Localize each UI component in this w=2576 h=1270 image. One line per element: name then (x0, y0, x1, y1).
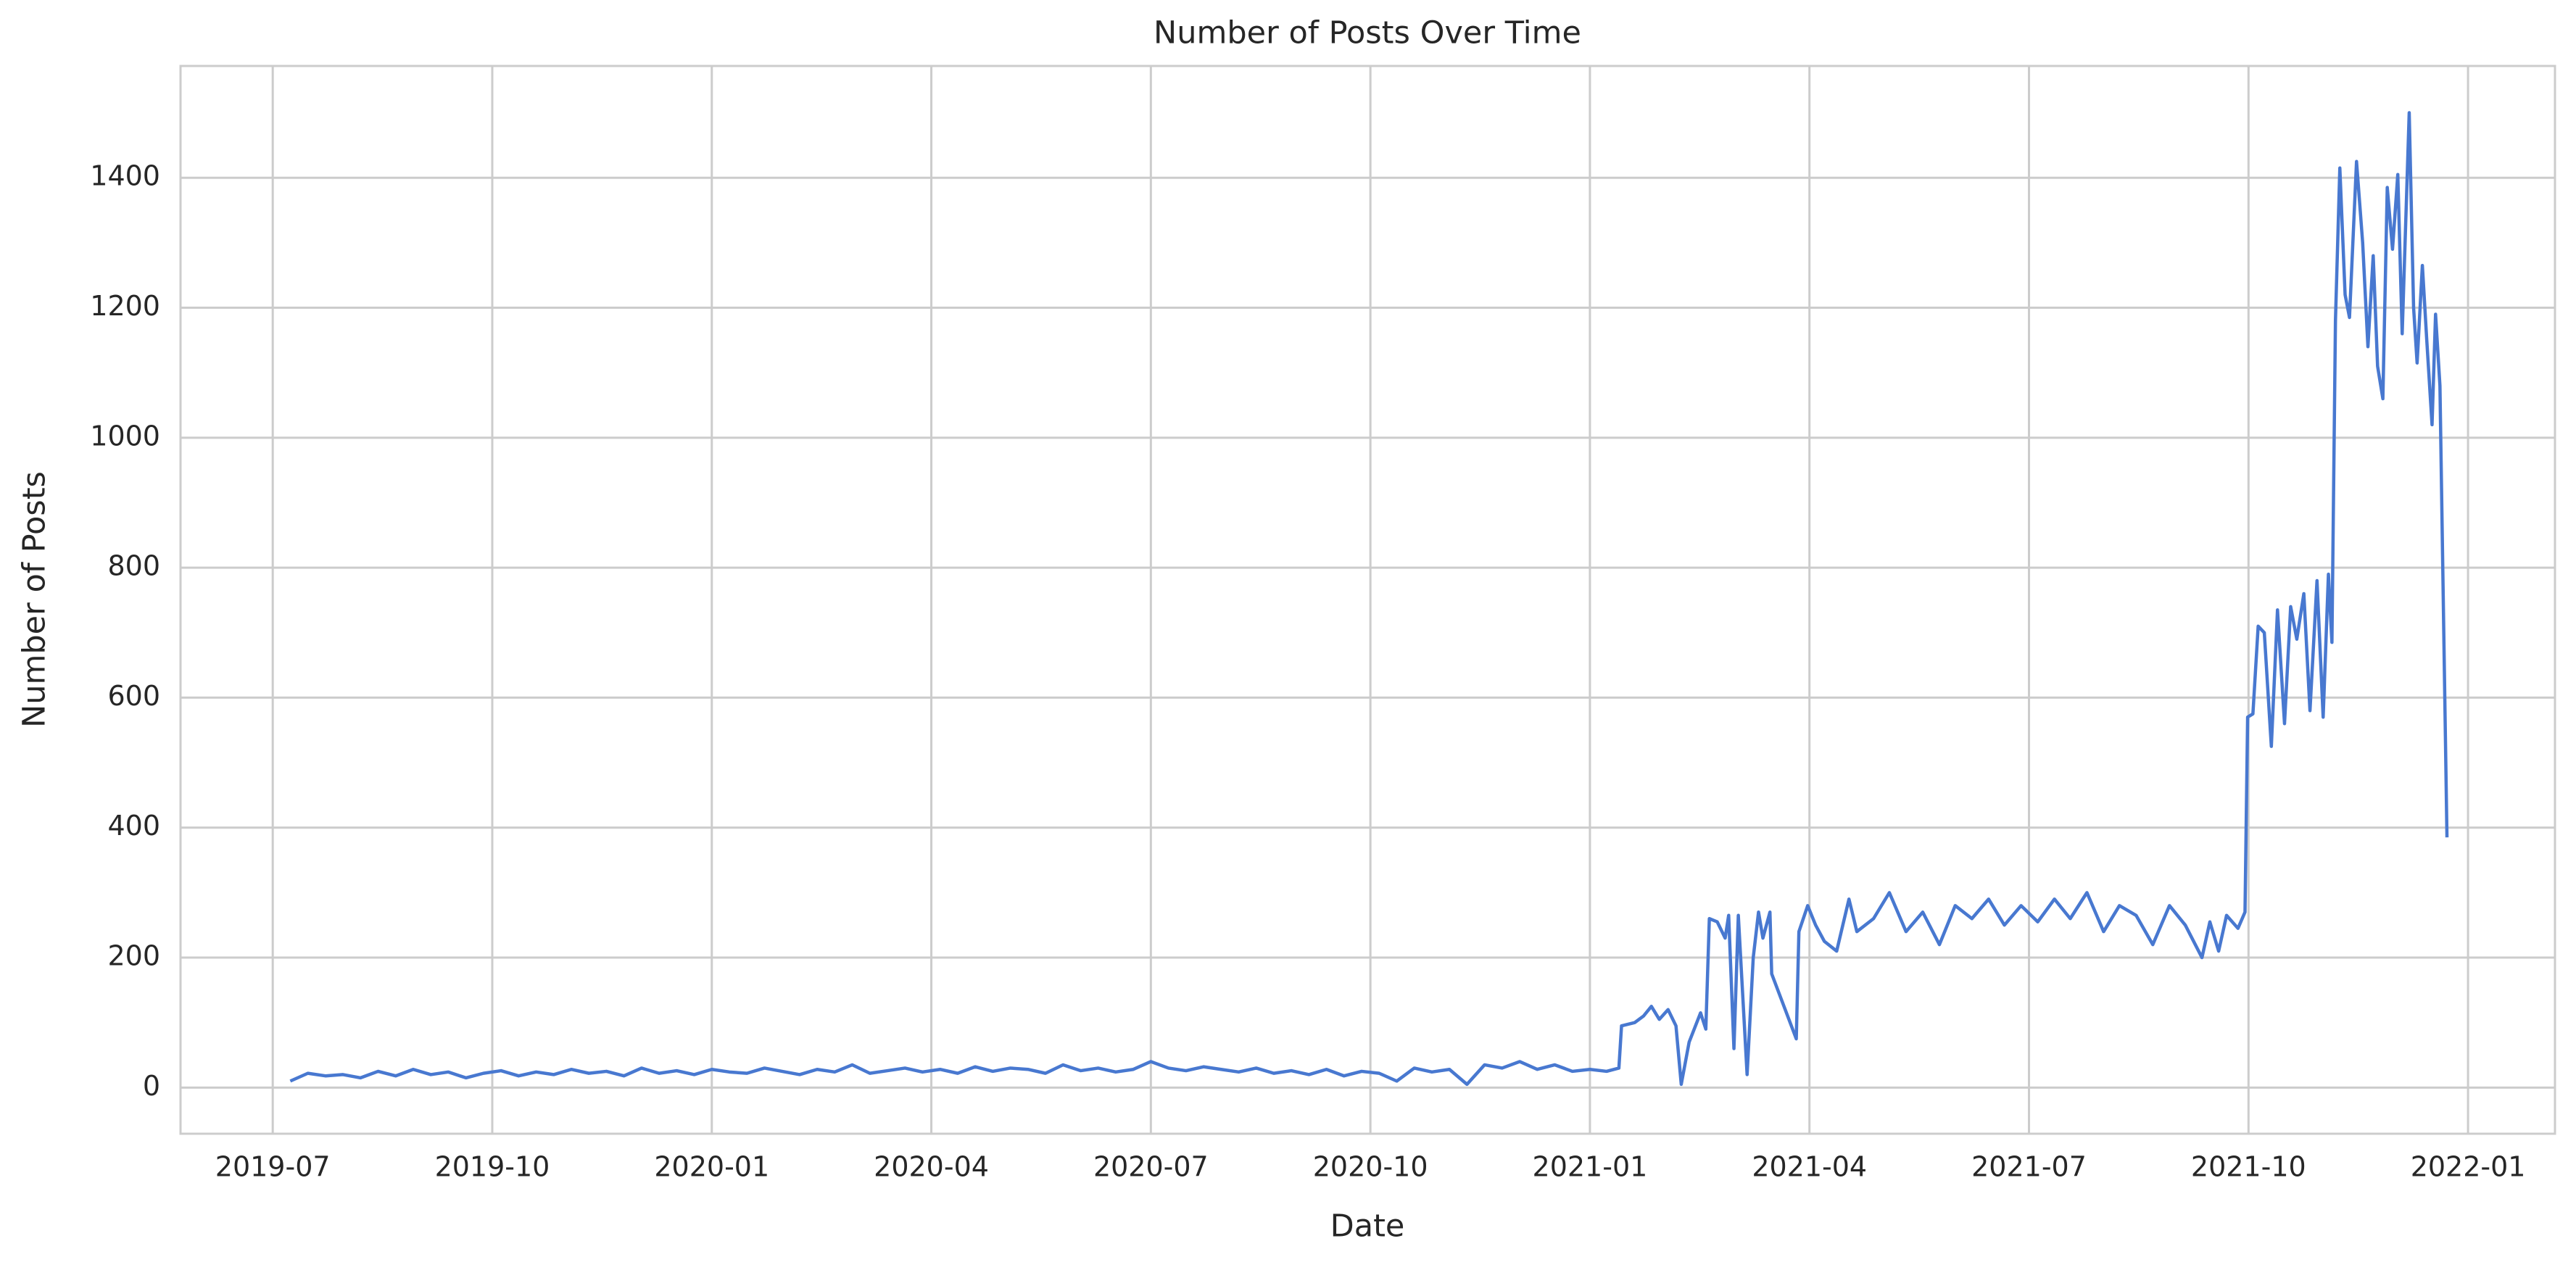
x-tick-label: 2021-04 (1752, 1151, 1867, 1183)
x-tick-label: 2021-07 (1971, 1151, 2087, 1183)
x-tick-label: 2020-07 (1093, 1151, 1209, 1183)
data-line (289, 111, 2449, 1087)
y-tick-label: 800 (107, 550, 160, 582)
x-axis-label: Date (1330, 1208, 1405, 1245)
x-tick-label: 2019-07 (215, 1151, 331, 1183)
y-tick-label: 600 (107, 680, 160, 712)
y-tick-label: 200 (107, 940, 160, 972)
y-tick-label: 1200 (90, 290, 160, 322)
x-tick-label: 2022-01 (2411, 1151, 2526, 1183)
y-tick-label: 1400 (90, 160, 160, 192)
chart-title: Number of Posts Over Time (1154, 15, 1581, 51)
y-tick-label: 0 (143, 1070, 160, 1102)
x-tick-label: 2020-01 (654, 1151, 769, 1183)
y-axis-label: Number of Posts (17, 471, 53, 728)
x-tick-label: 2021-01 (1533, 1151, 1648, 1183)
y-tick-label: 400 (107, 810, 160, 842)
plot-frame (179, 65, 2556, 1135)
x-tick-label: 2021-10 (2191, 1151, 2306, 1183)
x-tick-label: 2019-10 (435, 1151, 550, 1183)
x-tick-label: 2020-04 (874, 1151, 989, 1183)
y-tick-label: 1000 (90, 420, 160, 452)
x-tick-label: 2020-10 (1313, 1151, 1428, 1183)
